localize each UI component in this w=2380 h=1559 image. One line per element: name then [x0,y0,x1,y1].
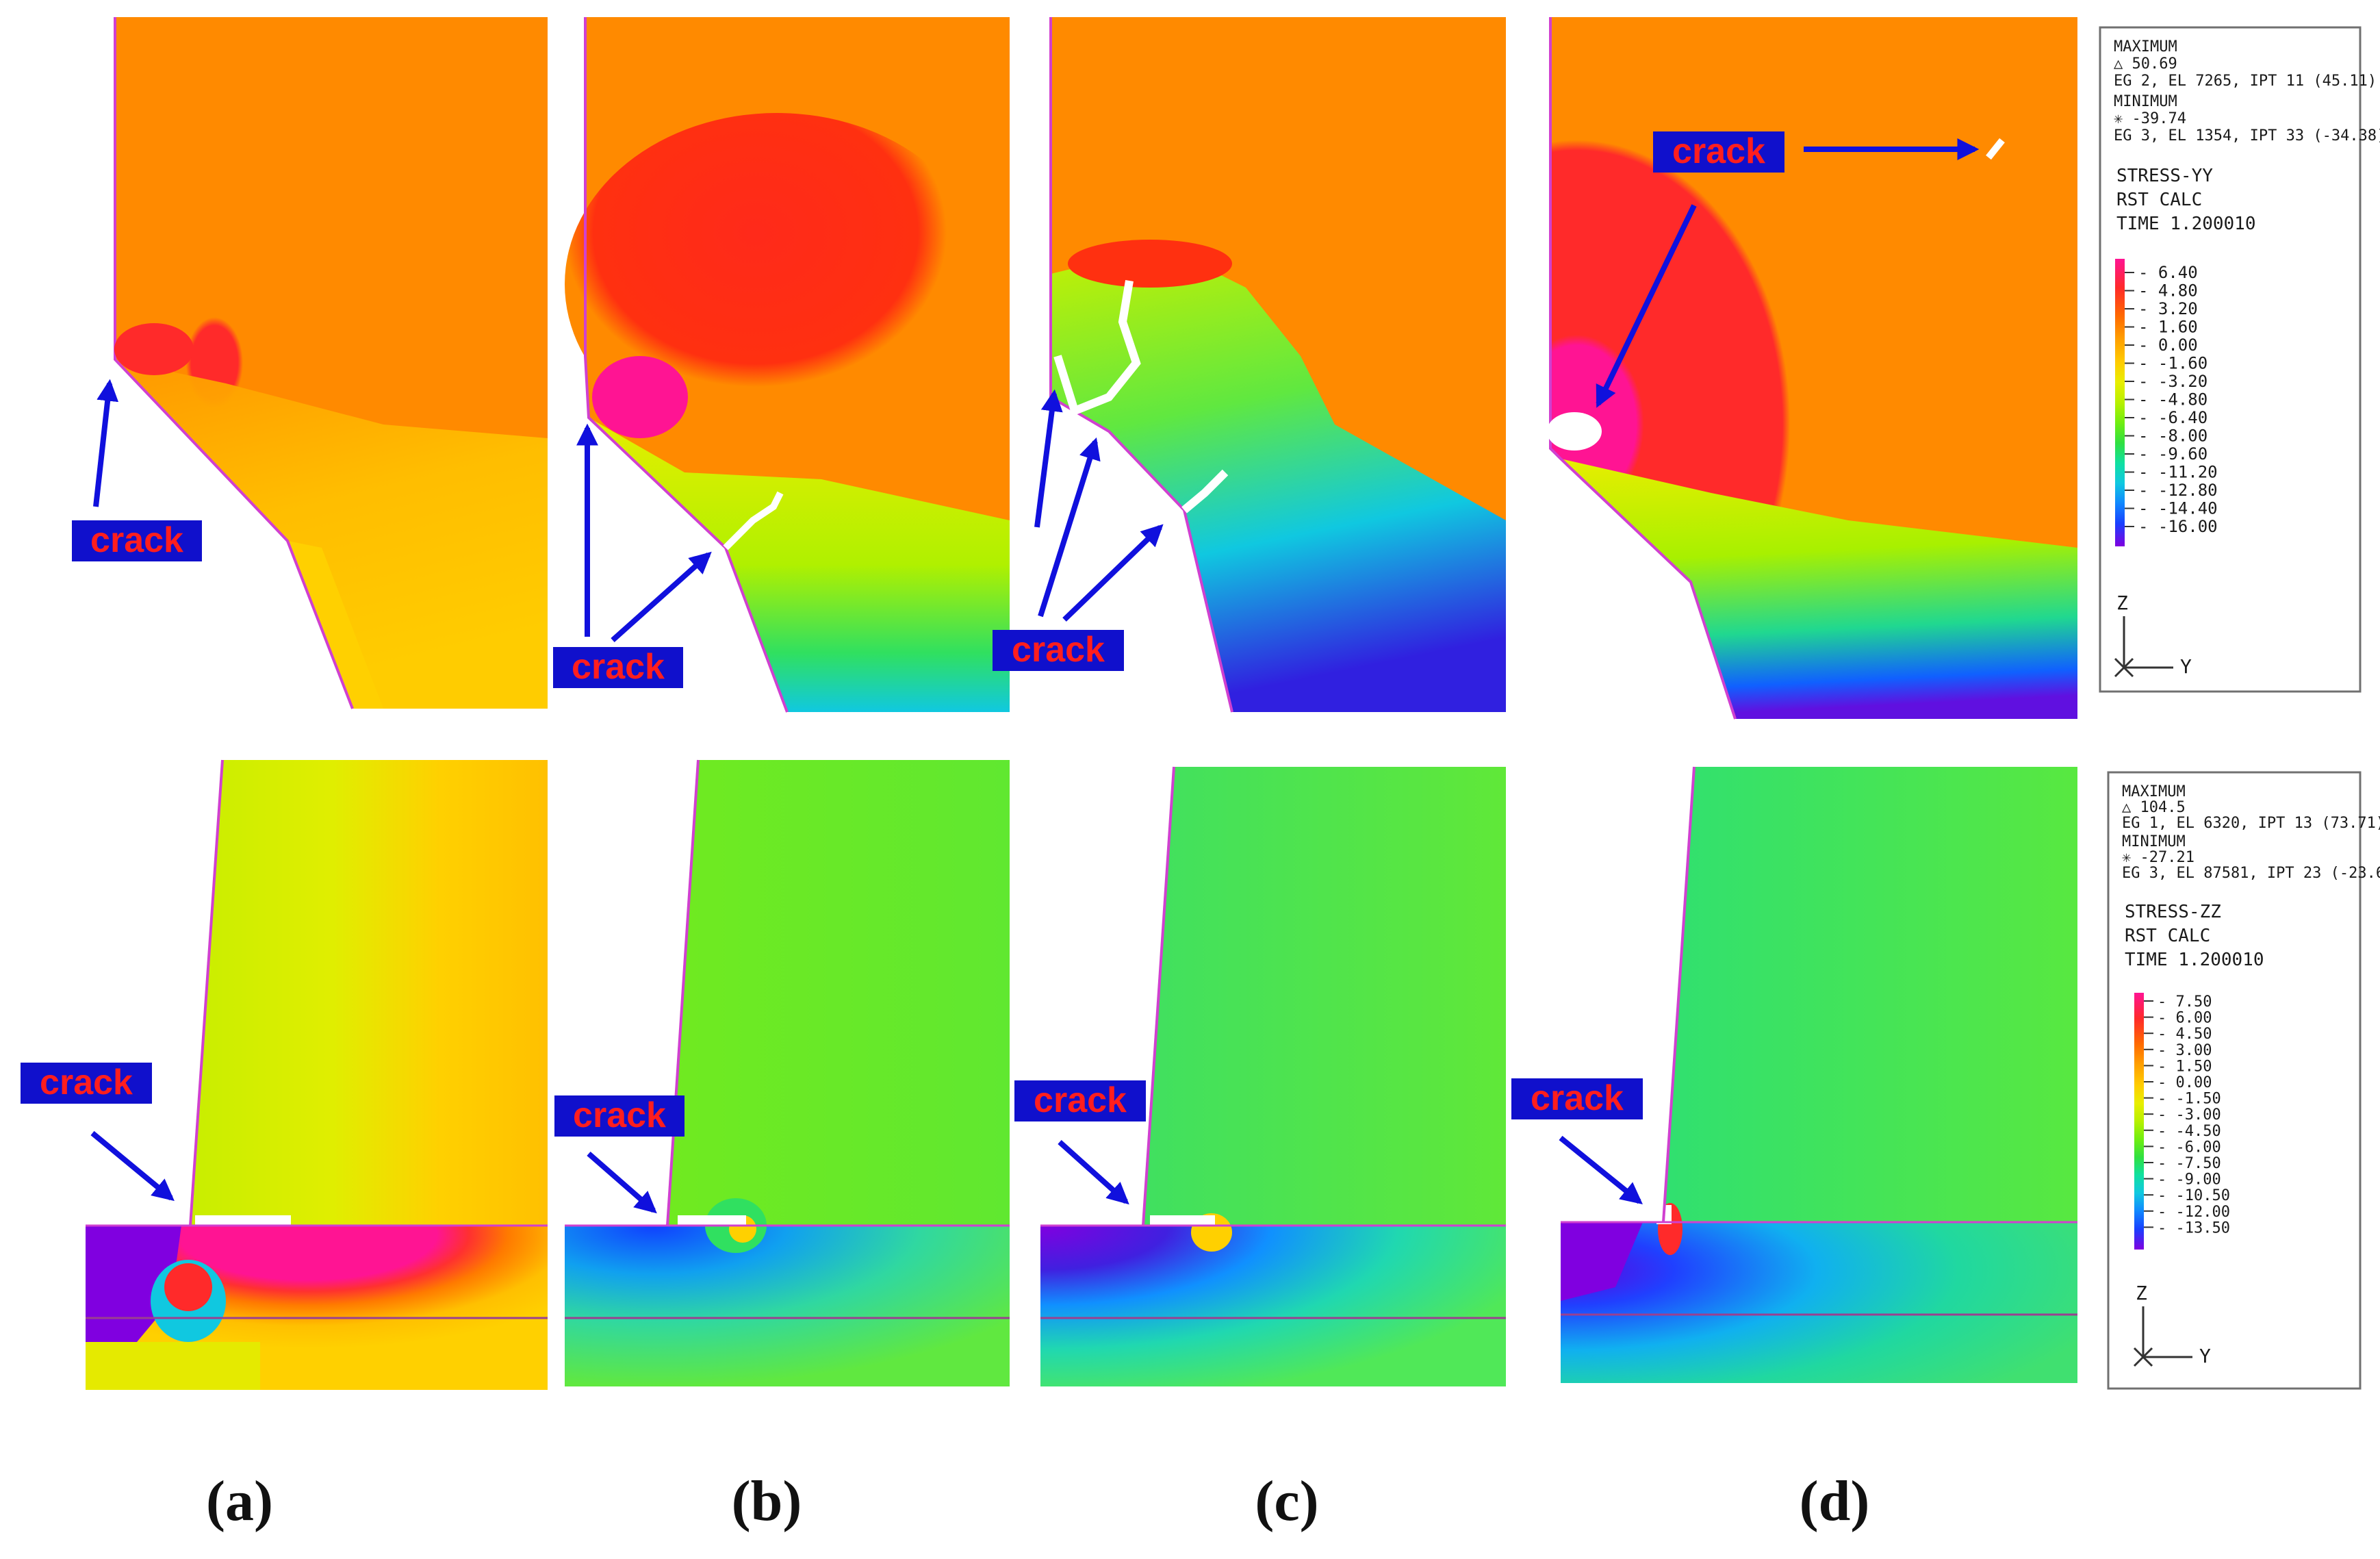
legend-tick-label: - -1.60 [2138,354,2208,373]
crack-arrow [587,1151,657,1214]
panel-a-top-contour [114,17,548,709]
legend-zz-ticks: - 7.50- 6.00- 4.50- 3.00- 1.50- 0.00- -1… [2144,993,2230,1237]
legend-tick-label: - 7.50 [2158,993,2212,1011]
panel-b-top-contour [565,17,1010,713]
legend-tick-label: - -12.80 [2138,481,2218,500]
legend-zz-calc: RST CALC [2125,926,2210,946]
legend-tick-label: - 1.60 [2138,318,2198,337]
legend-zz-min-loc: EG 3, EL 87581, IPT 23 (-23.66) [2122,865,2380,882]
crack-arrow [93,379,119,507]
crack-arrow [1058,1140,1129,1205]
legend-yy-min-loc: EG 3, EL 1354, IPT 33 (-34.38) [2114,127,2380,144]
crack-arrow [1596,204,1697,408]
legend-yy-ticks: - 6.40- 4.80- 3.20- 1.60- 0.00- -1.60- -… [2125,263,2218,536]
legend-tick-label: - -3.20 [2138,372,2208,391]
legend-tick-label: - -6.40 [2138,408,2208,427]
legend-yy-axis-z: Z [2116,592,2128,614]
legend-zz-min-header: MINIMUM [2122,833,2186,850]
legend-tick-label: - 3.20 [2138,299,2198,318]
crack-label-box [553,647,683,688]
legend-tick-label: - -1.50 [2158,1091,2221,1108]
legend-tick-label: - -8.00 [2138,427,2208,446]
legend-yy-quantity: STRESS-YY [2116,166,2213,186]
panel-label-a: (a) [206,1469,273,1533]
legend-tick-label: - -11.20 [2138,463,2218,482]
legend-tick-label: - -12.00 [2158,1204,2230,1221]
legend-tick-label: - -9.60 [2138,444,2208,464]
legend-tick-label: - -7.50 [2158,1155,2221,1172]
legend-zz-time: TIME 1.200010 [2125,950,2264,970]
crack-label-box [993,630,1124,671]
panel-label-d: (d) [1800,1469,1870,1533]
legend-tick-label: - -6.00 [2158,1139,2221,1156]
crack-arrow [1038,437,1101,618]
legend-tick-label: - -4.80 [2138,390,2208,409]
crack-arrow [1559,1135,1643,1205]
legend-zz-colorbar [2134,993,2144,1250]
panel-c-bottom-contour [1040,766,1506,1386]
legend-tick-label: - 6.40 [2138,263,2198,282]
legend-yy-max-value: △ 50.69 [2114,55,2177,73]
legend-zz-quantity: STRESS-ZZ [2125,902,2221,922]
legend-yy-min-value: ✳ -39.74 [2114,110,2186,127]
legend-tick-label: - -13.50 [2158,1219,2230,1237]
crack-arrow [90,1130,175,1202]
legend-stress-yy: MAXIMUM △ 50.69 EG 2, EL 7265, IPT 11 (4… [2099,26,2380,693]
crack-label: crack [573,1095,666,1135]
legend-tick-label: - 4.50 [2158,1026,2212,1043]
crack-label-box [554,1095,684,1137]
legend-tick-label: - -4.50 [2158,1123,2221,1140]
crack-label: crack [1034,1080,1127,1120]
legend-yy-time: TIME 1.200010 [2116,214,2256,234]
legend-tick-label: - -14.40 [2138,499,2218,518]
crack-arrow [1034,389,1063,528]
crack-label: crack [1672,131,1765,171]
panel-d-top-contour [1547,17,2077,720]
legend-zz-max-loc: EG 1, EL 6320, IPT 13 (73.71) [2122,815,2380,832]
legend-zz-axis-z: Z [2136,1282,2147,1304]
legend-zz-max-header: MAXIMUM [2122,783,2186,800]
crack-label: crack [572,647,665,687]
legend-tick-label: - 0.00 [2138,335,2198,355]
crack-label-box [1511,1078,1643,1119]
legend-tick-label: - 0.00 [2158,1074,2212,1091]
legend-yy-max-loc: EG 2, EL 7265, IPT 11 (45.11) [2114,73,2377,90]
legend-tick-label: - -16.00 [2138,517,2218,536]
panel-c-top-contour [1049,17,1506,713]
legend-zz-max-value: △ 104.5 [2122,799,2186,816]
legend-tick-label: - -10.50 [2158,1187,2230,1204]
crack-label: crack [90,520,183,560]
legend-yy-calc: RST CALC [2116,190,2202,210]
legend-yy-axis-y: Y [2180,655,2192,678]
legend-yy-min-header: MINIMUM [2114,93,2177,110]
legend-tick-label: - 6.00 [2158,1010,2212,1027]
legend-tick-label: - 4.80 [2138,281,2198,301]
crack-arrow [1062,524,1164,622]
crack-annotations: crack crack crack crack crack crack crac… [21,131,1980,1214]
legend-stress-zz: MAXIMUM △ 104.5 EG 1, EL 6320, IPT 13 (7… [2107,771,2380,1390]
legend-tick-label: - -3.00 [2158,1106,2221,1124]
crack-label-box [1653,131,1784,173]
legend-yy-max-header: MAXIMUM [2114,38,2177,55]
crack-label: crack [1012,630,1105,670]
legend-zz-axis-y: Y [2199,1345,2211,1367]
legend-tick-label: - -9.00 [2158,1171,2221,1189]
crack-label-box [21,1063,152,1104]
legend-yy-colorbar [2115,259,2125,546]
panel-a-bottom-contour [86,759,548,1390]
panel-label-b: (b) [732,1469,802,1533]
crack-label-box [1014,1080,1146,1121]
legend-tick-label: - 1.50 [2158,1058,2212,1075]
crack-label-box [72,520,202,561]
crack-label: crack [40,1063,133,1102]
crack-label: crack [1531,1078,1624,1118]
crack-arrow [611,551,712,642]
panel-label-c: (c) [1255,1469,1318,1533]
legend-tick-label: - 3.00 [2158,1042,2212,1059]
panel-d-bottom-contour [1561,766,2077,1383]
legend-zz-min-value: ✳ -27.21 [2122,849,2195,866]
panel-b-bottom-contour [565,759,1010,1386]
